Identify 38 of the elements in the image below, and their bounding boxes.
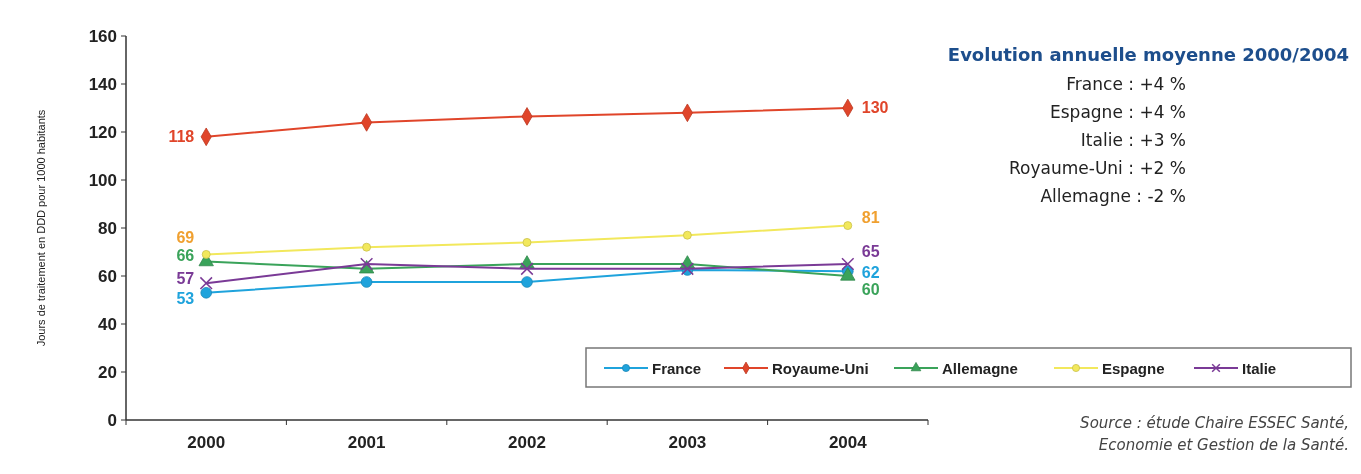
x-tick-label: 2002 (508, 433, 546, 452)
legend-label: Allemagne (942, 360, 1018, 377)
x-tick-label: 2003 (668, 433, 707, 452)
y-tick-label: 80 (98, 219, 117, 238)
text: Evolution annuelle moyenne 2000/2004 (947, 44, 1349, 65)
x-tick-label: 2001 (347, 433, 386, 452)
y-tick-label: 160 (88, 27, 117, 46)
y-tick-label: 20 (98, 363, 117, 382)
text: Espagne : +4 % (1050, 102, 1186, 122)
data-label: 60 (861, 281, 880, 298)
x-tick-label: 2000 (187, 433, 226, 452)
y-tick-label: 140 (88, 75, 117, 94)
text: Italie : +3 % (1080, 130, 1186, 150)
legend-label: France (652, 360, 702, 377)
y-tick-label: 40 (98, 315, 117, 334)
data-label: 65 (861, 243, 880, 260)
data-label: 118 (168, 127, 195, 145)
text: Allemagne : -2 % (1040, 186, 1186, 206)
data-label: 62 (861, 264, 880, 282)
data-label: 81 (861, 208, 880, 226)
y-tick-label: 0 (107, 411, 117, 430)
legend-label: Italie (1242, 360, 1277, 377)
data-label: 69 (176, 229, 195, 247)
data-label: 53 (176, 289, 195, 307)
data-label: 66 (176, 246, 195, 264)
text: Economie et Gestion de la Santé. (1098, 436, 1349, 454)
source-note: Source : étude Chaire ESSEC Santé, (1080, 414, 1349, 432)
legend-label: Royaume-Uni (772, 360, 869, 377)
y-tick-label: 60 (98, 267, 117, 286)
y-tick-label: 120 (88, 123, 117, 142)
y-axis-title: Jours de traitement en DDD pour 1000 habitants (35, 109, 47, 347)
text: France : +4 % (1066, 74, 1186, 94)
data-label: 57 (176, 270, 195, 288)
y-tick-label: 100 (88, 171, 117, 190)
x-tick-label: 2004 (828, 433, 868, 452)
data-label: 130 (861, 99, 889, 116)
text: Royaume-Uni : +2 % (1009, 158, 1186, 178)
legend-label: Espagne (1102, 360, 1165, 377)
